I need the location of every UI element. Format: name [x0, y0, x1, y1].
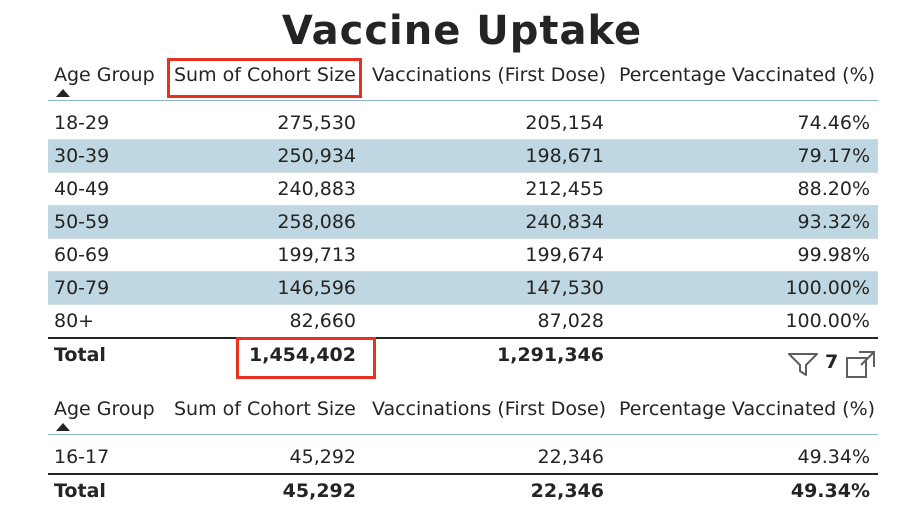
table-row[interactable]: 50-59 258,086 240,834 93.32%	[48, 206, 878, 239]
percentage-cell: 100.00%	[785, 277, 870, 299]
total-first-dose: 22,346	[530, 480, 604, 502]
vaccine-table-secondary: Age Group Sum of Cohort Size Vaccination…	[48, 394, 878, 509]
page-title: Vaccine Uptake	[281, 8, 643, 54]
first-dose-cell: 212,455	[525, 178, 604, 200]
filter-count: 7	[825, 351, 839, 373]
first-dose-cell: 147,530	[525, 277, 604, 299]
cohort-size-cell: 146,596	[277, 277, 356, 299]
first-dose-cell: 22,346	[537, 446, 604, 468]
column-header-first-dose[interactable]: Vaccinations (First Dose)	[372, 64, 607, 86]
total-first-dose: 1,291,346	[497, 344, 604, 366]
table-row[interactable]: 30-39 250,934 198,671 79.17%	[48, 140, 878, 173]
age-group-cell: 70-79	[54, 277, 110, 299]
column-header-age-group[interactable]: Age Group	[54, 64, 155, 86]
age-group-cell: 80+	[54, 310, 95, 332]
first-dose-cell: 199,674	[525, 244, 604, 266]
column-header-cohort-size[interactable]: Sum of Cohort Size	[174, 398, 356, 420]
total-row[interactable]: Total 1,454,402 1,291,346	[48, 337, 878, 373]
column-header-percentage[interactable]: Percentage Vaccinated (%)	[619, 64, 876, 86]
age-group-cell: 50-59	[54, 211, 110, 233]
filter-icon[interactable]	[787, 351, 819, 381]
table-row[interactable]: 16-17 45,292 22,346 49.34%	[48, 441, 878, 473]
column-header-percentage[interactable]: Percentage Vaccinated (%)	[619, 398, 876, 420]
cohort-size-cell: 240,883	[277, 178, 356, 200]
column-header-age-group[interactable]: Age Group	[54, 398, 155, 420]
cohort-size-cell: 45,292	[289, 446, 356, 468]
table-row[interactable]: 60-69 199,713 199,674 99.98%	[48, 239, 878, 272]
table-row[interactable]: 70-79 146,596 147,530 100.00%	[48, 272, 878, 305]
column-header-first-dose[interactable]: Vaccinations (First Dose)	[372, 398, 607, 420]
table-row[interactable]: 80+ 82,660 87,028 100.00%	[48, 305, 878, 337]
total-label: Total	[54, 344, 106, 366]
total-row[interactable]: Total 45,292 22,346 49.34%	[48, 473, 878, 509]
cohort-size-cell: 250,934	[277, 145, 356, 167]
total-cohort-size: 45,292	[282, 480, 356, 502]
percentage-cell: 79.17%	[797, 145, 870, 167]
first-dose-cell: 87,028	[537, 310, 604, 332]
age-group-cell: 60-69	[54, 244, 110, 266]
first-dose-cell: 240,834	[525, 211, 604, 233]
percentage-cell: 100.00%	[785, 310, 870, 332]
age-group-cell: 16-17	[54, 446, 110, 468]
highlight-box-total	[236, 337, 376, 379]
first-dose-cell: 205,154	[525, 112, 604, 134]
total-percentage: 49.34%	[790, 480, 870, 502]
column-header-cohort-size[interactable]: Sum of Cohort Size	[174, 64, 356, 86]
table-row[interactable]: 18-29 275,530 205,154 74.46%	[48, 107, 878, 140]
highlight-box-header	[167, 58, 362, 98]
percentage-cell: 88.20%	[797, 178, 870, 200]
age-group-cell: 18-29	[54, 112, 110, 134]
total-cohort-size: 1,454,402	[249, 344, 356, 366]
cohort-size-cell: 82,660	[289, 310, 356, 332]
age-group-cell: 40-49	[54, 178, 110, 200]
table-header: Age Group Sum of Cohort Size Vaccination…	[48, 394, 878, 435]
total-label: Total	[54, 480, 106, 502]
vaccine-table-main: Age Group Sum of Cohort Size Vaccination…	[48, 60, 878, 373]
first-dose-cell: 198,671	[525, 145, 604, 167]
table-header: Age Group Sum of Cohort Size Vaccination…	[48, 60, 878, 101]
age-group-cell: 30-39	[54, 145, 110, 167]
cohort-size-cell: 199,713	[277, 244, 356, 266]
percentage-cell: 99.98%	[797, 244, 870, 266]
cohort-size-cell: 258,086	[277, 211, 356, 233]
sort-ascending-icon[interactable]	[56, 423, 70, 431]
table-row[interactable]: 40-49 240,883 212,455 88.20%	[48, 173, 878, 206]
percentage-cell: 93.32%	[797, 211, 870, 233]
percentage-cell: 74.46%	[797, 112, 870, 134]
percentage-cell: 49.34%	[797, 446, 870, 468]
sort-ascending-icon[interactable]	[56, 89, 70, 97]
focus-mode-icon[interactable]	[845, 349, 877, 383]
cohort-size-cell: 275,530	[277, 112, 356, 134]
